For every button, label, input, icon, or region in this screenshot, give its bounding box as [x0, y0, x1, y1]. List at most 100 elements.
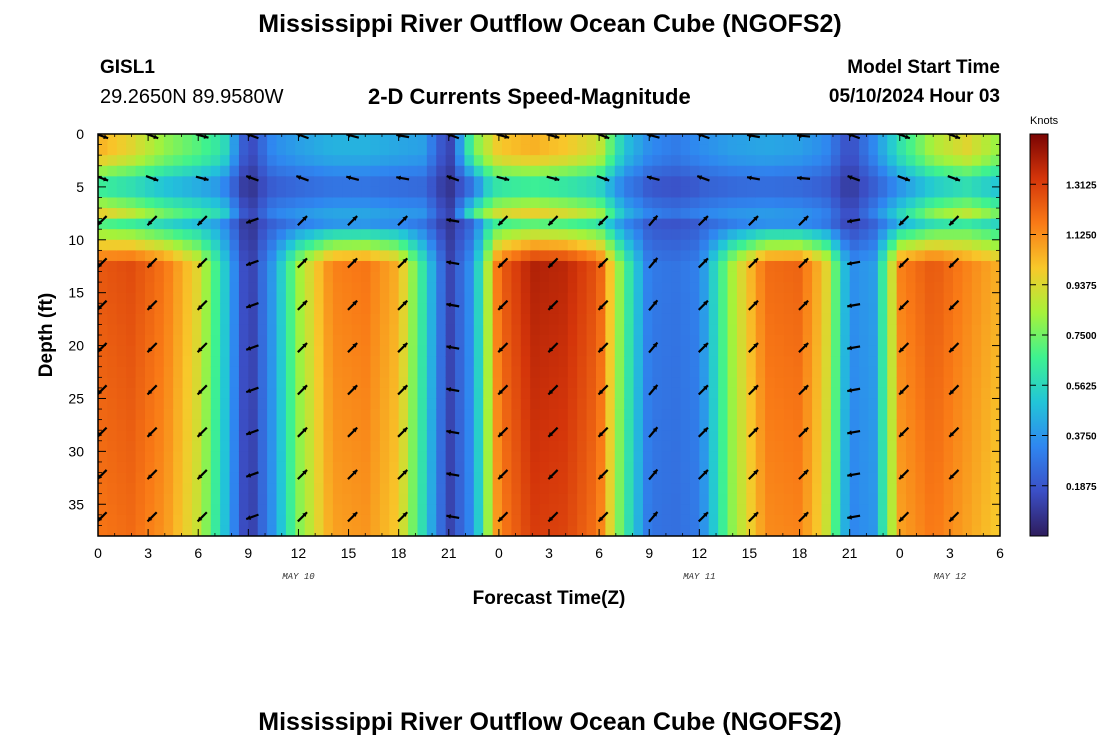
heatmap-cell — [708, 409, 719, 421]
heatmap-cell — [868, 144, 879, 156]
heatmap-cell — [689, 176, 700, 188]
heatmap-cell — [943, 472, 954, 484]
heatmap-cell — [154, 335, 165, 347]
heatmap-cell — [220, 155, 231, 167]
heatmap-cell — [182, 208, 193, 220]
heatmap-cell — [107, 260, 118, 273]
heatmap-cell — [116, 239, 127, 251]
heatmap-cell — [520, 260, 531, 273]
heatmap-cell — [154, 472, 165, 484]
heatmap-cell — [276, 218, 287, 230]
heatmap-cell — [558, 271, 569, 283]
heatmap-cell — [605, 229, 616, 241]
heatmap-cell — [586, 218, 597, 230]
heatmap-cell — [774, 250, 785, 262]
heatmap-cell — [727, 250, 738, 262]
heatmap-cell — [699, 282, 710, 294]
heatmap-cell — [530, 483, 541, 495]
heatmap-cell — [464, 356, 475, 368]
heatmap-cell — [868, 504, 879, 516]
heatmap-cell — [455, 472, 466, 484]
heatmap-cell — [755, 377, 766, 389]
heatmap-cell — [238, 356, 249, 368]
heatmap-cell — [990, 186, 1000, 199]
heatmap-cell — [276, 493, 287, 505]
heatmap-cell — [351, 345, 362, 357]
heatmap-cell — [492, 229, 503, 241]
heatmap-cell — [426, 345, 437, 357]
heatmap-cell — [774, 514, 785, 527]
heatmap-cell — [464, 504, 475, 516]
heatmap-cell — [473, 271, 484, 283]
heatmap-cell — [473, 345, 484, 357]
y-tick-label: 0 — [76, 126, 84, 142]
heatmap-cell — [314, 239, 325, 251]
heatmap-cell — [191, 271, 202, 283]
heatmap-cell — [661, 218, 672, 230]
heatmap-cell — [727, 292, 738, 304]
heatmap-cell — [248, 260, 259, 273]
heatmap-cell — [361, 366, 372, 378]
heatmap-cell — [708, 176, 719, 188]
heatmap-cell — [182, 356, 193, 368]
heatmap-cell — [718, 229, 729, 241]
heatmap-cell — [567, 440, 578, 452]
heatmap-cell — [267, 366, 278, 378]
heatmap-cell — [605, 208, 616, 220]
heatmap-cell — [812, 514, 823, 527]
heatmap-cell — [257, 324, 268, 336]
heatmap-cell — [502, 387, 513, 400]
heatmap-cell — [201, 525, 212, 536]
heatmap-cell — [624, 324, 635, 336]
heatmap-cell — [191, 155, 202, 167]
heatmap-cell — [539, 356, 550, 368]
heatmap-cell — [567, 165, 578, 177]
heatmap-cell — [962, 155, 973, 167]
heatmap-cell — [671, 409, 682, 421]
heatmap-cell — [520, 335, 531, 347]
heatmap-cell — [765, 218, 776, 230]
heatmap-cell — [116, 504, 127, 516]
heatmap-cell — [802, 366, 813, 378]
heatmap-cell — [182, 134, 193, 146]
heatmap-cell — [830, 493, 841, 505]
current-vector — [748, 511, 759, 523]
heatmap-cell — [849, 430, 860, 442]
heatmap-cell — [802, 493, 813, 505]
heatmap-cell — [821, 461, 832, 474]
heatmap-cell — [191, 335, 202, 347]
heatmap-cell — [304, 229, 315, 241]
heatmap-cell — [699, 366, 710, 378]
heatmap-cell — [314, 461, 325, 474]
heatmap-cell — [426, 493, 437, 505]
heatmap-cell — [680, 451, 691, 463]
heatmap-cell — [774, 345, 785, 357]
heatmap-cell — [586, 303, 597, 315]
heatmap-cell — [614, 303, 625, 315]
heatmap-cell — [765, 451, 776, 463]
heatmap-cell — [163, 335, 174, 347]
heatmap-cell — [210, 250, 221, 262]
heatmap-cell — [135, 165, 146, 177]
heatmap-cell — [859, 197, 870, 209]
heatmap-cell — [906, 472, 917, 484]
x-tick-label: 9 — [244, 545, 252, 561]
heatmap-cell — [624, 250, 635, 262]
heatmap-cell — [417, 451, 428, 463]
heatmap-cell — [924, 525, 935, 536]
heatmap-cell — [924, 134, 935, 146]
heatmap-cell — [332, 250, 343, 262]
heatmap-cell — [943, 292, 954, 304]
heatmap-cell — [464, 144, 475, 156]
heatmap-cell — [633, 260, 644, 273]
heatmap-cell — [708, 461, 719, 474]
heatmap-cell — [116, 134, 127, 146]
heatmap-cell — [379, 451, 390, 463]
heatmap-cell — [257, 483, 268, 495]
heatmap-cell — [492, 197, 503, 209]
heatmap-cell — [314, 271, 325, 283]
heatmap-cell — [361, 303, 372, 315]
heatmap-cell — [642, 239, 653, 251]
heatmap-cell — [736, 239, 747, 251]
heatmap-cell — [417, 377, 428, 389]
